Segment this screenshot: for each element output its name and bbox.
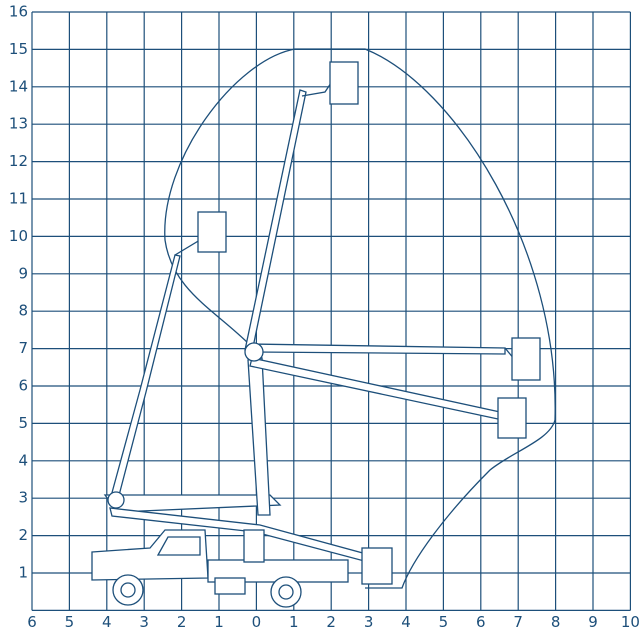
x-label: 6 xyxy=(476,613,486,631)
y-label: 5 xyxy=(18,414,28,432)
x-label: 8 xyxy=(551,613,561,631)
x-label: 4 xyxy=(401,613,411,631)
x-label: 5 xyxy=(65,613,75,631)
booms xyxy=(103,61,541,585)
y-label: 13 xyxy=(9,115,28,133)
x-label: 6 xyxy=(27,613,37,631)
x-label: 1 xyxy=(289,613,299,631)
y-label: 2 xyxy=(18,526,28,544)
y-label: 1 xyxy=(18,564,28,582)
x-label: 1 xyxy=(214,613,224,631)
y-label: 7 xyxy=(18,339,28,357)
y-label: 10 xyxy=(9,227,28,245)
x-label: 3 xyxy=(139,613,149,631)
x-label: 3 xyxy=(364,613,374,631)
y-label: 8 xyxy=(18,302,28,320)
x-label: 9 xyxy=(588,613,598,631)
y-label: 11 xyxy=(9,190,28,208)
y-label: 15 xyxy=(9,40,28,58)
reach-envelope xyxy=(164,48,556,589)
x-label: 2 xyxy=(177,613,187,631)
y-label: 3 xyxy=(18,489,28,507)
y-label: 4 xyxy=(18,451,28,469)
truck xyxy=(91,529,349,608)
x-label: 5 xyxy=(439,613,449,631)
y-label: 14 xyxy=(9,77,28,95)
x-label: 4 xyxy=(102,613,112,631)
x-label: 7 xyxy=(513,613,523,631)
grid xyxy=(31,11,632,612)
x-label: 2 xyxy=(326,613,336,631)
y-label: 12 xyxy=(9,152,28,170)
y-label: 16 xyxy=(9,3,28,21)
x-label: 0 xyxy=(252,613,262,631)
y-label: 9 xyxy=(18,264,28,282)
y-label: 6 xyxy=(18,377,28,395)
x-label: 10 xyxy=(621,613,640,631)
